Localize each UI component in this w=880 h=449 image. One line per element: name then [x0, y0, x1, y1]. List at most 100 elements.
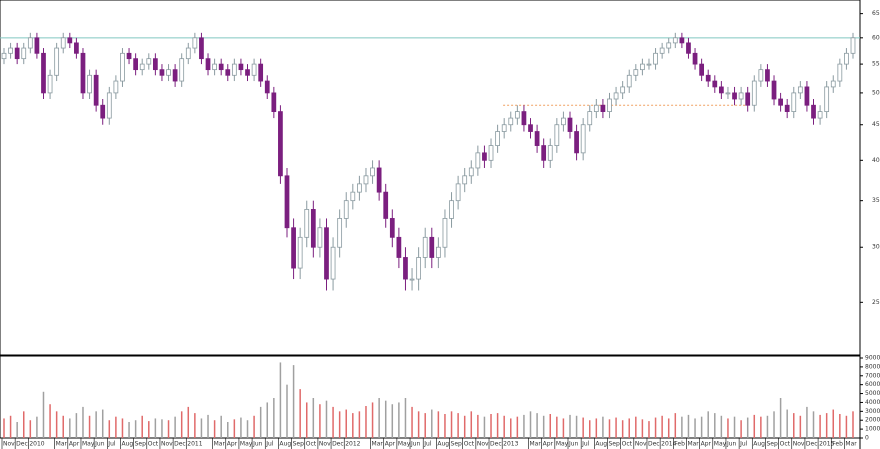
- x-tick-label: Oct: [306, 441, 317, 448]
- candle-body: [139, 63, 145, 71]
- volume-bar: [115, 416, 117, 438]
- x-tick-label: Mar: [530, 441, 542, 448]
- candle-body: [403, 257, 408, 280]
- x-tick-label: Aug: [121, 441, 133, 448]
- candle-body: [54, 47, 60, 76]
- x-tick-label: Jul: [581, 441, 590, 448]
- x-tick-label: Oct: [148, 441, 159, 448]
- candle-body: [468, 167, 474, 177]
- candle-body: [811, 104, 816, 119]
- volume-bar: [55, 411, 58, 438]
- candle-body: [409, 278, 415, 281]
- candle-body: [8, 47, 13, 54]
- volume-bar: [766, 415, 769, 438]
- candle-body: [225, 69, 231, 76]
- volume-bar: [746, 417, 749, 438]
- volume-bar: [470, 411, 473, 438]
- volume-bar: [681, 416, 683, 438]
- volume-bar: [273, 398, 275, 438]
- x-tick-label: 2011: [187, 441, 202, 448]
- candle-body: [567, 117, 573, 132]
- x-tick-label: Aug: [595, 441, 607, 448]
- candle-body: [429, 236, 435, 258]
- volume-bar: [167, 420, 170, 438]
- volume-bar: [562, 418, 565, 438]
- candle-body: [692, 52, 698, 65]
- x-tick-label: Nov: [793, 441, 805, 448]
- volume-tick-label: 80000: [865, 363, 880, 370]
- volume-bar: [227, 422, 229, 438]
- candle-body: [659, 47, 665, 54]
- candle-body: [613, 92, 619, 100]
- y-tick-label: 55: [872, 61, 880, 68]
- y-tick-label: 65: [872, 10, 880, 17]
- volume-bar: [332, 406, 334, 438]
- volume-bar: [542, 415, 545, 438]
- candle-body: [593, 104, 599, 112]
- x-tick-label: Sep: [766, 441, 778, 448]
- volume-bar: [687, 414, 690, 438]
- volume-bar: [134, 420, 137, 438]
- volume-bar: [180, 411, 183, 438]
- volume-bar: [628, 418, 630, 438]
- volume-bar: [240, 417, 242, 438]
- candle-body: [185, 47, 191, 60]
- x-tick-label: Sep: [608, 441, 620, 448]
- volume-bar: [371, 402, 374, 438]
- volume-bar: [786, 409, 788, 438]
- volume-bar: [714, 413, 716, 438]
- candle-body: [653, 52, 658, 65]
- candle-body: [113, 80, 119, 94]
- candle-body: [67, 37, 73, 44]
- candle-body: [172, 69, 178, 82]
- candle-body: [738, 92, 744, 100]
- volume-bar: [338, 411, 341, 438]
- candle-body: [324, 227, 329, 280]
- volume-bar: [773, 411, 775, 438]
- volume-tick-label: 20000: [865, 417, 880, 424]
- candle-body: [251, 63, 257, 76]
- candle-body: [21, 47, 27, 60]
- candle-body: [271, 92, 277, 112]
- volume-bar: [207, 414, 209, 438]
- volume-bar: [700, 416, 703, 438]
- volume-bar: [49, 404, 51, 438]
- candle-body: [416, 257, 422, 280]
- candle-body: [60, 37, 66, 49]
- volume-bar: [312, 398, 315, 438]
- volume-bar: [286, 384, 288, 438]
- candle-body: [640, 63, 645, 71]
- x-tick-label: Apr: [543, 441, 554, 448]
- x-tick-label: Jun: [252, 441, 263, 448]
- volume-bar: [852, 411, 854, 438]
- candle-body: [442, 218, 448, 248]
- candle-body: [152, 58, 158, 71]
- y-tick-label: 40: [872, 157, 880, 164]
- volume-bar: [845, 415, 848, 438]
- volume-bar: [450, 411, 453, 438]
- volume-tick-label: 50000: [865, 390, 880, 397]
- x-tick-label: Dec: [648, 441, 660, 448]
- volume-bar: [148, 421, 150, 438]
- candle-body: [784, 104, 790, 112]
- volume-bar: [674, 413, 677, 438]
- candle-body: [363, 175, 369, 185]
- volume-bar: [457, 413, 459, 438]
- x-tick-label: May: [398, 441, 411, 448]
- candle-body: [514, 111, 520, 119]
- volume-bar: [358, 411, 361, 438]
- volume-bar: [720, 415, 723, 438]
- x-tick-label: Mar: [845, 441, 857, 448]
- candle-body: [245, 69, 250, 76]
- volume-bar: [233, 419, 236, 438]
- y-tick-label: 25: [872, 299, 880, 306]
- x-tick-label: Jul: [265, 441, 274, 448]
- volume-bar: [595, 418, 598, 438]
- volume-bar: [556, 416, 558, 438]
- x-tick-label: Jul: [107, 441, 116, 448]
- volume-bar: [404, 398, 407, 438]
- volume-bar: [490, 414, 492, 438]
- volume-bar: [22, 411, 25, 438]
- volume-bar: [154, 418, 157, 438]
